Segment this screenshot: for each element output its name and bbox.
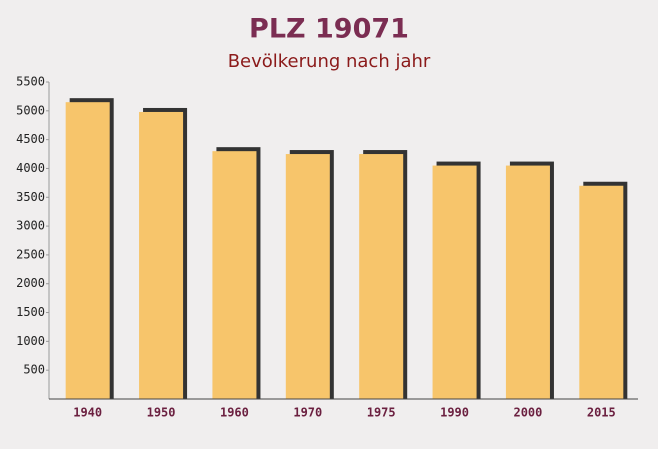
x-tick-label: 1940 (73, 406, 102, 420)
bar (505, 165, 550, 399)
x-tick-label: 1970 (293, 406, 322, 420)
y-tick-label: 4500 (16, 132, 45, 146)
x-tick-label: 1950 (147, 406, 176, 420)
x-tick-label: 2000 (513, 406, 542, 420)
y-tick-label: 2000 (16, 276, 45, 290)
x-tick-label: 2015 (587, 406, 616, 420)
y-tick-label: 3500 (16, 190, 45, 204)
chart-subtitle: Bevölkerung nach jahr (228, 51, 431, 72)
chart-title: PLZ 19071 (249, 14, 409, 45)
bar (359, 154, 404, 399)
y-tick-label: 1000 (16, 334, 45, 348)
x-tick-label: 1960 (220, 406, 249, 420)
bar (285, 154, 330, 399)
y-tick-label: 5500 (16, 75, 45, 89)
y-tick-label: 2500 (16, 247, 45, 261)
bar (65, 102, 110, 399)
y-tick-label: 5000 (16, 103, 45, 117)
bar (432, 165, 477, 399)
y-tick-label: 500 (23, 363, 45, 377)
y-tick-label: 3000 (16, 219, 45, 233)
x-tick-label: 1975 (367, 406, 396, 420)
bar (139, 111, 184, 399)
bar (579, 185, 624, 399)
y-tick-label: 1500 (16, 305, 45, 319)
y-tick-label: 4000 (16, 161, 45, 175)
x-tick-label: 1990 (440, 406, 469, 420)
bar (212, 151, 257, 399)
